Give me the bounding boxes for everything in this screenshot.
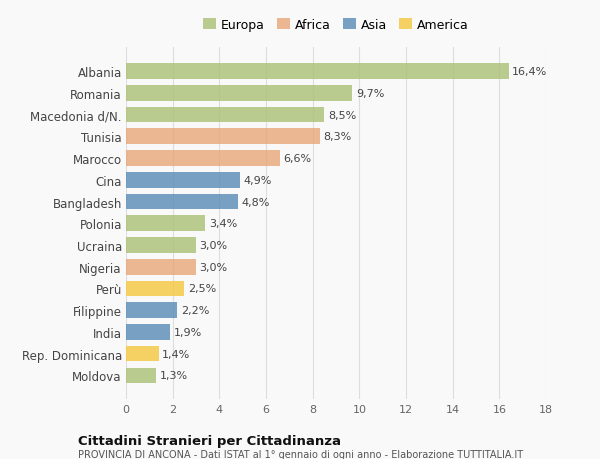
Text: 2,2%: 2,2% (181, 306, 209, 315)
Bar (126, 302, 178, 318)
Text: PROVINCIA DI ANCONA - Dati ISTAT al 1° gennaio di ogni anno - Elaborazione TUTTI: PROVINCIA DI ANCONA - Dati ISTAT al 1° g… (78, 449, 523, 459)
Text: 4,8%: 4,8% (241, 197, 270, 207)
Text: 8,5%: 8,5% (328, 110, 356, 120)
Text: 2,5%: 2,5% (188, 284, 216, 294)
Bar (126, 173, 241, 188)
Bar (126, 151, 280, 167)
Bar (126, 64, 509, 80)
Bar (126, 86, 352, 101)
Text: 3,4%: 3,4% (209, 219, 237, 229)
Bar (126, 194, 238, 210)
Bar (126, 346, 158, 362)
Text: 3,0%: 3,0% (199, 241, 227, 251)
Text: Cittadini Stranieri per Cittadinanza: Cittadini Stranieri per Cittadinanza (78, 434, 341, 447)
Legend: Europa, Africa, Asia, America: Europa, Africa, Asia, America (199, 14, 473, 37)
Text: 1,3%: 1,3% (160, 370, 188, 381)
Text: 1,9%: 1,9% (174, 327, 202, 337)
Text: 3,0%: 3,0% (199, 262, 227, 272)
Text: 16,4%: 16,4% (512, 67, 547, 77)
Bar (126, 281, 184, 297)
Text: 1,4%: 1,4% (162, 349, 190, 359)
Bar (126, 259, 196, 275)
Bar (126, 238, 196, 253)
Bar (126, 216, 205, 232)
Bar (126, 325, 170, 340)
Text: 8,3%: 8,3% (323, 132, 352, 142)
Text: 4,9%: 4,9% (244, 175, 272, 185)
Text: 6,6%: 6,6% (284, 154, 311, 164)
Bar (126, 107, 325, 123)
Bar (126, 129, 320, 145)
Text: 9,7%: 9,7% (356, 89, 384, 99)
Bar (126, 368, 157, 383)
